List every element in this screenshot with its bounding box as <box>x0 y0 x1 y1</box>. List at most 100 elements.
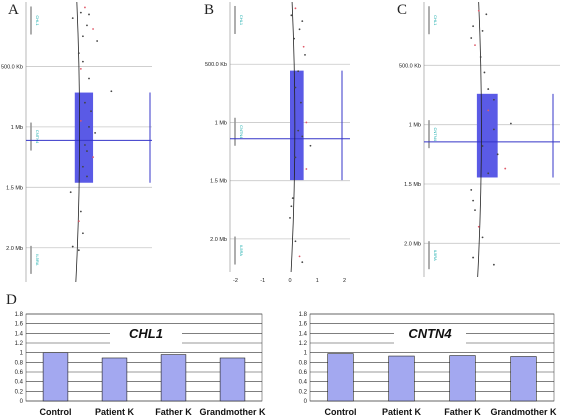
data-point <box>474 209 476 212</box>
data-point <box>90 110 92 113</box>
y-tick-label: 1.4 <box>299 331 308 337</box>
y-tick-label: 0.8 <box>299 360 308 366</box>
title-background <box>394 324 466 345</box>
data-point <box>94 132 96 134</box>
y-tick-label: 0.4 <box>15 380 24 386</box>
category-label: Grandmother K <box>199 407 266 417</box>
data-point <box>297 70 300 73</box>
title-background <box>110 324 182 345</box>
x-tick-label: -1 <box>260 278 265 284</box>
data-point <box>305 121 308 124</box>
data-point <box>470 37 473 39</box>
genome-plot-a: 500.0 Kb 1 Mb 1.5 Mb 2.0 Mb CHL1 CNTN4 IL5RA <box>1 1 152 283</box>
data-point <box>69 191 72 194</box>
data-point <box>79 11 82 14</box>
panel-label-a: A <box>8 2 19 18</box>
y-tick-label: 1.4 <box>15 331 24 337</box>
gene-label: CNTN4 <box>239 125 244 139</box>
plot-frame <box>25 313 263 402</box>
gene-label: CHL1 <box>35 15 40 26</box>
data-point <box>82 232 84 235</box>
genome-tick-label: 2.0 Mb <box>210 237 227 243</box>
y-tick-label: 0.6 <box>299 370 308 376</box>
bar-father-k <box>160 354 187 402</box>
data-point <box>71 245 74 248</box>
bar-chart-cntn4: 0 0.2 0.4 0.6 0.8 1 1.2 1.4 1.6 1.8 CNTN4 Control Pa… <box>299 312 557 417</box>
y-tick-label: 0 <box>20 399 24 405</box>
trend-curve <box>477 1 482 278</box>
segment-box <box>476 93 498 178</box>
chart-title: CHL1 <box>129 326 163 341</box>
data-point <box>509 122 512 125</box>
bar-grandmother-k <box>219 357 246 402</box>
y-tick-label: 1.6 <box>299 322 308 328</box>
trend-curve <box>290 1 296 273</box>
gene-label: CHL1 <box>433 15 438 26</box>
gene-label: CNTN4 <box>433 127 438 141</box>
category-label: Patient K <box>382 407 422 417</box>
data-point <box>474 44 476 47</box>
y-tick-label: 0.2 <box>299 389 308 395</box>
data-point <box>71 17 74 19</box>
category-label: Father K <box>155 407 192 417</box>
genome-scatter-plots: 500.0 Kb1 Mb1.5 Mb2.0 MbCHL1CNTN4IL5RA50… <box>1 1 560 284</box>
gene-label: IL5RA <box>35 254 40 265</box>
data-point <box>481 236 484 239</box>
data-point <box>88 13 90 16</box>
genome-tick-label: 1.5 Mb <box>6 185 23 191</box>
bar-grandmother-k <box>510 356 537 402</box>
data-point <box>291 197 294 200</box>
data-point <box>485 13 488 16</box>
y-tick-label: 0.6 <box>15 370 24 376</box>
data-point <box>77 52 80 55</box>
bar-control <box>42 352 69 402</box>
bar-patient-k <box>101 357 128 402</box>
genome-tick-label: 500.0 Kb <box>205 62 227 68</box>
genome-plot-b: 500.0 Kb 1 Mb 1.5 Mb 2.0 Mb CHL1 CNTN4 IL5RA -2… <box>205 1 350 284</box>
segment-box <box>290 70 304 181</box>
panel-label-d: D <box>6 292 17 308</box>
bar-patient-k <box>388 355 415 402</box>
data-point <box>77 249 80 252</box>
data-point <box>84 101 86 104</box>
x-tick-label: 2 <box>343 278 346 284</box>
data-point <box>297 129 300 132</box>
data-point <box>77 220 80 223</box>
data-point <box>298 255 301 258</box>
data-point <box>487 88 490 90</box>
data-point <box>294 240 297 243</box>
data-point <box>477 9 480 12</box>
category-label: Control <box>325 407 357 417</box>
data-point <box>88 125 90 128</box>
data-point <box>492 98 495 101</box>
data-point <box>82 35 84 38</box>
panel-label-c: C <box>397 2 408 18</box>
bar-control <box>327 353 354 402</box>
data-point <box>477 225 480 228</box>
data-point <box>289 217 291 219</box>
data-point <box>487 109 490 112</box>
data-point <box>290 14 293 17</box>
category-label: Control <box>40 407 72 417</box>
genome-tick-label: 1 Mb <box>11 125 23 131</box>
data-point <box>294 7 297 10</box>
gene-label: IL5RA <box>239 245 244 256</box>
data-point <box>470 189 473 191</box>
y-tick-label: 1 <box>304 351 308 357</box>
data-point <box>472 256 475 259</box>
data-point <box>86 24 88 27</box>
category-label: Grandmother K <box>490 407 557 417</box>
data-point <box>302 45 305 48</box>
y-tick-label: 1.2 <box>15 341 24 347</box>
x-tick-label: 0 <box>288 278 291 284</box>
y-tick-label: 0 <box>304 399 308 405</box>
data-point <box>483 71 486 74</box>
data-point <box>301 135 304 138</box>
data-point <box>492 263 495 266</box>
genome-tick-label: 2.0 Mb <box>404 241 421 247</box>
y-tick-label: 0.8 <box>15 360 24 366</box>
data-point <box>472 25 475 28</box>
category-label: Father K <box>444 407 481 417</box>
x-tick-label: -2 <box>233 278 238 284</box>
genome-tick-label: 1.5 Mb <box>210 179 227 185</box>
